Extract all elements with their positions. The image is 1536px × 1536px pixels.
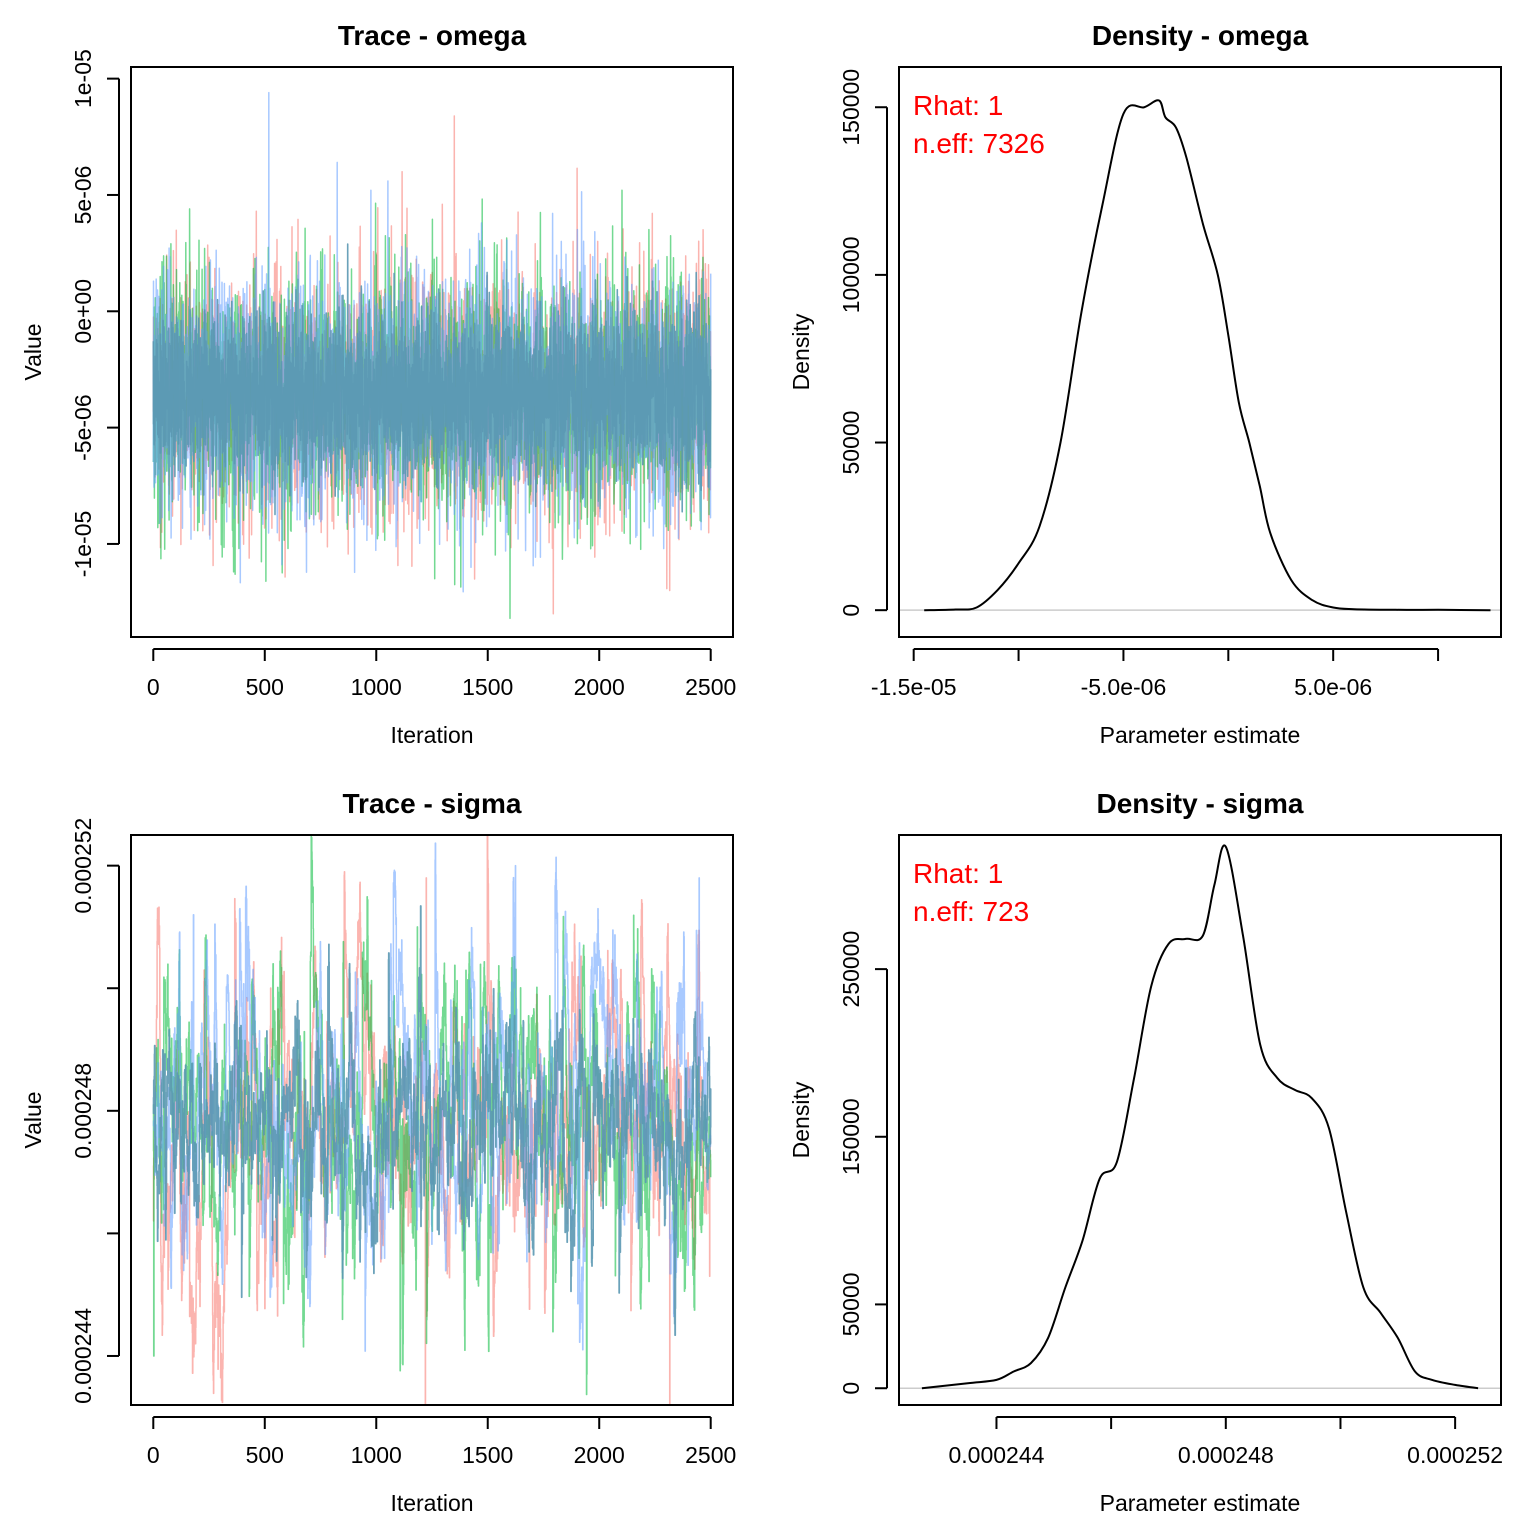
density-curve: [924, 99, 1491, 612]
trace-line-chain-3: [152, 842, 712, 1352]
chart-title: Density - omega: [1092, 20, 1309, 51]
x-axis-label: Iteration: [390, 1490, 473, 1516]
chart-title: Density - sigma: [1097, 788, 1304, 819]
x-tick-label: 500: [246, 674, 284, 700]
x-tick-label: -5.0e-06: [1081, 674, 1167, 700]
plot-frame: [898, 66, 1502, 638]
trace-line-mean: [152, 243, 712, 516]
x-tick-label: 1000: [351, 674, 402, 700]
y-tick-label: 1e-05: [70, 49, 96, 108]
trace-line-mean: [152, 905, 712, 1336]
x-axis-label: Parameter estimate: [1100, 1490, 1301, 1516]
y-tick-label: 0.000244: [70, 1308, 96, 1404]
y-tick-label: 5e-06: [70, 166, 96, 225]
y-tick-label: 150000: [838, 1098, 864, 1175]
y-axis-label: Density: [788, 313, 814, 390]
y-tick-label: 50000: [838, 1272, 864, 1336]
x-axis: 0.000244 0.000248 0.000252: [948, 1416, 1503, 1468]
trace-series-group: [152, 835, 712, 1405]
chart-title: Trace - omega: [338, 20, 527, 51]
x-tick-label: -1.5e-05: [871, 674, 957, 700]
plot-frame: [130, 66, 734, 638]
density-curve: [921, 844, 1479, 1390]
x-tick-label: 1000: [351, 1442, 402, 1468]
y-axis-label: Value: [20, 1091, 46, 1148]
chart-title: Trace - sigma: [343, 788, 522, 819]
y-tick-label: 0: [838, 1382, 864, 1395]
trace-omega-panel: Trace - omega 0 500 1000 1500 2000 2500 Iterati…: [20, 20, 736, 748]
x-axis: -1.5e-05 -5.0e-06 5.0e-06: [871, 648, 1440, 700]
x-tick-label: 1500: [462, 674, 513, 700]
x-tick-label: 0.000248: [1178, 1442, 1274, 1468]
x-tick-label: 5.0e-06: [1294, 674, 1372, 700]
x-axis: 0 500 1000 1500 2000 2500: [147, 1416, 736, 1468]
x-tick-label: 0.000244: [948, 1442, 1044, 1468]
x-tick-label: 2000: [574, 674, 625, 700]
x-tick-label: 0: [147, 1442, 160, 1468]
x-tick-label: 500: [246, 1442, 284, 1468]
x-tick-label: 2500: [685, 674, 736, 700]
x-tick-label: 0: [147, 674, 160, 700]
plot-frame: [898, 834, 1502, 1406]
y-tick-label: -5e-06: [70, 394, 96, 460]
neff-annotation: n.eff: 7326: [913, 128, 1045, 159]
rhat-annotation: Rhat: 1: [913, 90, 1003, 121]
trace-sigma-panel: Trace - sigma 0 500 1000 1500 2000 2500 Iterati…: [20, 788, 736, 1516]
y-axis-label: Value: [20, 323, 46, 380]
y-axis-label: Density: [788, 1081, 814, 1158]
y-tick-label: 100000: [838, 237, 864, 314]
density-sigma-panel: Rhat: 1 n.eff: 723 Density - sigma 0.000244…: [788, 788, 1503, 1516]
y-axis: -1e-05 -5e-06 0e+00 5e-06 1e-05: [70, 49, 120, 577]
x-tick-label: 2000: [574, 1442, 625, 1468]
y-tick-label: 150000: [838, 69, 864, 146]
y-tick-label: 0: [838, 604, 864, 617]
x-axis: 0 500 1000 1500 2000 2500: [147, 648, 736, 700]
y-tick-label: 0.000252: [70, 818, 96, 914]
x-tick-label: 2500: [685, 1442, 736, 1468]
x-tick-label: 0.000252: [1407, 1442, 1503, 1468]
plot-frame: [130, 834, 734, 1406]
y-tick-label: -1e-05: [70, 511, 96, 577]
y-axis: 0 50000 100000 150000: [838, 69, 888, 617]
x-tick-label: 1500: [462, 1442, 513, 1468]
y-axis: 0.000244 0.000248 0.000252: [70, 818, 120, 1404]
y-tick-label: 0.000248: [70, 1063, 96, 1159]
y-tick-label: 0e+00: [70, 279, 96, 344]
x-axis-label: Iteration: [390, 722, 473, 748]
x-axis-label: Parameter estimate: [1100, 722, 1301, 748]
y-tick-label: 250000: [838, 931, 864, 1008]
rhat-annotation: Rhat: 1: [913, 858, 1003, 889]
y-tick-label: 50000: [838, 411, 864, 475]
trace-series-group: [152, 91, 712, 620]
neff-annotation: n.eff: 723: [913, 896, 1029, 927]
y-axis: 0 50000 150000 250000: [838, 931, 888, 1395]
density-omega-panel: Rhat: 1 n.eff: 7326 Density - omega -1.5e-0…: [788, 20, 1502, 748]
